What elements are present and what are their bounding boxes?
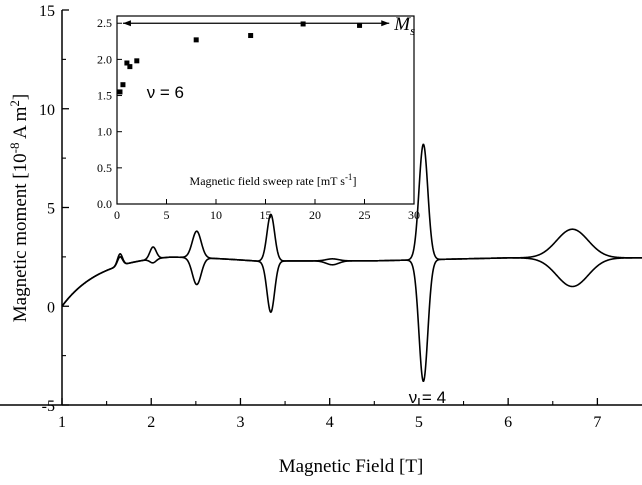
inset-x-title-end: ]: [352, 174, 356, 188]
main-y-tick-label: 10: [39, 102, 55, 119]
main-x-tick-label: 6: [504, 414, 512, 431]
main-x-tick-label: 2: [147, 414, 155, 431]
inset-data-point: [193, 37, 199, 43]
inset-x-tick-label: 10: [210, 208, 222, 222]
nu-6-annotation: ν = 6: [147, 83, 184, 102]
inset-data-point: [248, 33, 254, 39]
inset-x-tick-label: 5: [164, 208, 170, 222]
y-title-exp1: -8: [7, 143, 22, 154]
y-title-end: ]: [10, 94, 31, 100]
inset-x-tick-label: 20: [309, 208, 321, 222]
y-title-exp2: 2: [7, 100, 22, 107]
inset-tick-labels: 0 5 10 15 20 25 30 0.0 0.5 1.0 1.5 2.0 2.5: [97, 16, 420, 222]
main-x-tick-label: 4: [326, 414, 334, 431]
ms-arrow-right: [381, 20, 390, 27]
inset-data-point: [134, 58, 140, 64]
inset-data-point: [117, 89, 123, 95]
ms-label-sub: s: [410, 23, 415, 38]
main-x-tick-label: 1: [58, 414, 66, 431]
inset-y-tick-label: 1.0: [97, 125, 112, 139]
inset-x-title-exp: -1: [345, 172, 353, 182]
ms-label: Ms: [393, 14, 415, 38]
nu-4-annotation: ν = 4: [409, 388, 446, 407]
inset-x-tick-label: 25: [359, 208, 371, 222]
inset-frame: [116, 15, 415, 205]
inset-y-tick-label: 2.0: [97, 52, 112, 66]
main-tick-labels: 1 2 3 4 5 6 7 -5 0 5 10 15: [39, 3, 601, 431]
y-title-mid: A m: [10, 106, 31, 142]
main-x-tick-label: 7: [593, 414, 601, 431]
inset-y-tick-label: 1.5: [97, 89, 112, 103]
y-title-main: Magnetic moment [10: [10, 153, 31, 322]
main-y-tick-label: 5: [47, 201, 55, 218]
main-x-axis-title: Magnetic Field [T]: [279, 456, 424, 477]
inset-x-tick-label: 15: [260, 208, 272, 222]
main-x-tick-label: 5: [415, 414, 423, 431]
main-curve-lower: [61, 256, 642, 382]
inset-x-title-main: Magnetic field sweep rate [mT s: [190, 174, 346, 188]
ms-label-main: M: [393, 14, 411, 35]
inset-ticks: [116, 22, 415, 205]
inset-data-point: [300, 21, 306, 27]
inset-data-point: [120, 82, 126, 88]
inset-points: [117, 21, 363, 95]
main-y-axis-title: Magnetic moment [10-8 A m2]: [7, 94, 31, 322]
inset-y-tick-label: 2.5: [97, 16, 112, 30]
inset-data-point: [127, 64, 133, 70]
inset-y-tick-label: 0.0: [97, 197, 112, 211]
main-y-tick-label: -5: [42, 398, 55, 415]
main-y-tick-label: 15: [39, 3, 55, 20]
inset-data-point: [357, 22, 363, 28]
inset-x-tick-label: 0: [114, 208, 120, 222]
main-x-tick-label: 3: [236, 414, 244, 431]
inset-x-tick-label: 30: [408, 208, 420, 222]
main-ticks: [61, 9, 599, 406]
inset-x-axis-title: Magnetic field sweep rate [mT s-1]: [190, 172, 357, 188]
main-y-tick-label: 0: [47, 299, 55, 316]
inset-data-point: [124, 60, 130, 66]
ms-arrow-left: [122, 20, 131, 27]
main-curves: [61, 143, 642, 382]
inset-y-tick-label: 0.5: [97, 161, 112, 175]
inset-reference-line: [122, 20, 390, 27]
